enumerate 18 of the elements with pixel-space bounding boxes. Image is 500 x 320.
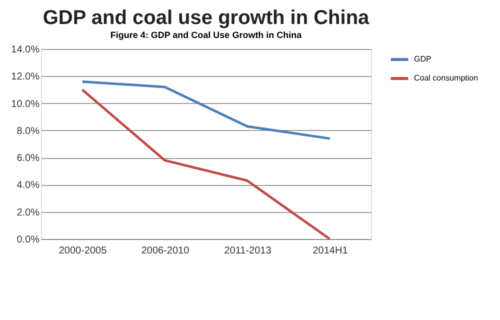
x-tick-label: 2014H1 (312, 246, 348, 256)
caption: Figure 4: GDP and Coal Use Growth in China (110, 30, 303, 40)
y-tick-label: 0.0% (16, 234, 40, 246)
y-tick-label: 4.0% (16, 180, 40, 192)
x-tick-label: 2011-2013 (224, 246, 272, 256)
y-tick-label: 10.0% (11, 98, 40, 110)
legend-label: Coal consumption (414, 74, 478, 82)
y-tick-label: 8.0% (16, 126, 40, 137)
y-tick-label: 14.0% (11, 44, 40, 56)
chart-title: GDP and coal use growth in China (42, 7, 370, 29)
y-tick-label: 2.0% (16, 207, 40, 218)
line-series (81, 80, 331, 140)
legend-label: GDP (414, 54, 432, 64)
y-tick-label: 12.0% (11, 72, 40, 83)
y-tick-label: 6.0% (16, 153, 40, 164)
x-tick-label: 2006-2010 (141, 246, 190, 256)
x-tick-label: 2000-2005 (58, 246, 108, 256)
line-series (81, 88, 331, 240)
